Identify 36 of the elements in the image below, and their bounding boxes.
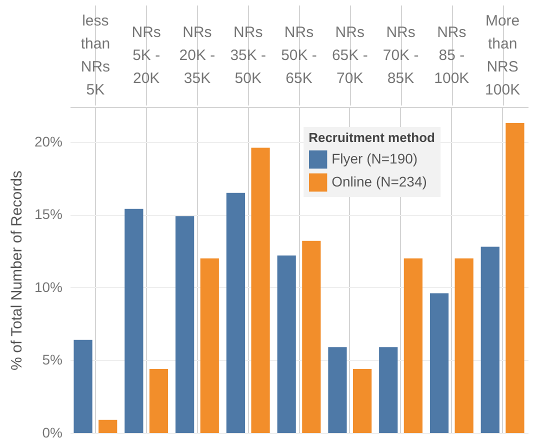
y-tick-label: 0% [42,424,62,440]
x-tick-label: NRs 65K - 70K [332,24,368,87]
y-tick-label: 10% [34,278,62,295]
bar [74,340,92,433]
bar [430,293,449,433]
bar [200,258,219,433]
legend-label: Flyer (N=190) [332,150,418,166]
bar [506,123,524,433]
legend-label: Online (N=234) [332,174,427,190]
bar [302,240,321,433]
bar [251,148,270,433]
x-tick-label: NRs 70K - 85K [382,24,419,87]
y-tick-label: 15% [34,206,62,222]
bar [124,208,144,433]
bar [454,258,474,433]
bar [480,246,500,433]
x-tick-label: less than NRs 5K [80,12,110,98]
bar [226,192,246,433]
bar [404,258,422,433]
x-tick-label: NRs 5K - 20K [132,24,161,87]
y-tick-label: 20% [34,133,62,150]
x-tick-label: More than NRS 100K [485,12,520,98]
x-tick-label: NRs 20K - 35K [179,24,216,87]
bar [149,368,168,433]
bar [379,347,398,433]
legend-title: Recruitment method [308,130,436,145]
y-axis-title: % of Total Number of Records [8,170,26,370]
bar [352,368,372,433]
bar [328,347,347,433]
x-tick-label: NRs 85 - 100K [434,24,470,87]
y-tick-label: 5% [42,352,62,368]
x-tick-label: NRs 35K - 50K [230,24,266,87]
x-tick-label: NRs 50K - 65K [281,24,317,87]
bar [176,216,194,433]
bar [98,420,118,433]
bar [277,255,296,433]
